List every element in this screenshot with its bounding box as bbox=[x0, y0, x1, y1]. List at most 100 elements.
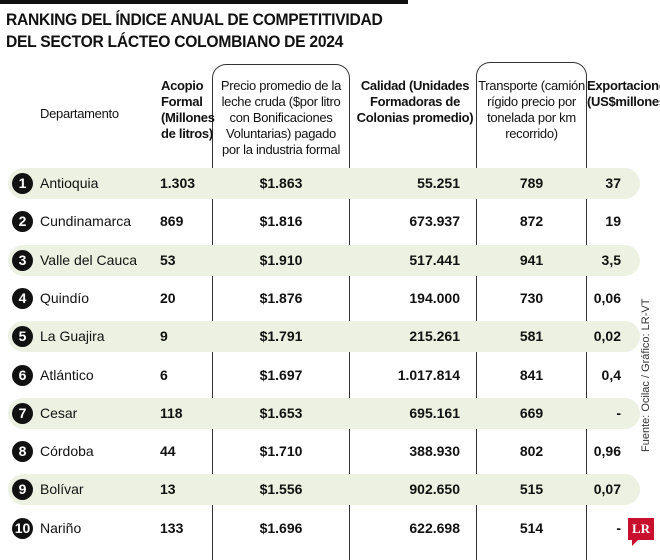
precio-cell: $1.710 bbox=[259, 443, 303, 460]
precio-cell: $1.863 bbox=[259, 175, 303, 191]
acopio-cell: 133 bbox=[160, 519, 184, 536]
exportaciones-cell: 0,07 bbox=[593, 481, 621, 498]
precio-cell: $1.816 bbox=[259, 213, 303, 230]
rank-badge: 9 bbox=[12, 479, 33, 501]
rank-badge: 2 bbox=[12, 211, 33, 233]
header-line: Voluntarias) pagado bbox=[226, 126, 336, 141]
table-row: 1 Antioquia 1.303 $1.863 55.251 789 37 bbox=[8, 168, 640, 199]
calidad-cell: 388.930 bbox=[409, 443, 460, 460]
calidad-cell: 695.161 bbox=[409, 404, 460, 421]
table-row: 5 La Guajira 9 $1.791 215.261 581 0,02 bbox=[8, 321, 640, 353]
departamento-cell: Cundinamarca bbox=[40, 213, 132, 230]
rank-badge: 5 bbox=[12, 326, 33, 348]
departamento-cell: Cesar bbox=[40, 404, 78, 421]
transporte-cell: 669 bbox=[519, 404, 544, 421]
header-line: recorrido) bbox=[505, 126, 558, 141]
calidad-cell: 1.017.814 bbox=[397, 366, 460, 383]
rank-badge: 3 bbox=[12, 249, 33, 271]
acopio-cell: 13 bbox=[160, 481, 176, 498]
header-line: de litros) bbox=[161, 126, 213, 141]
transporte-cell: 872 bbox=[519, 213, 544, 230]
title-rule bbox=[0, 0, 408, 4]
rank-badge: 8 bbox=[12, 441, 33, 463]
header-exportaciones: Exportaciones(US$millones) bbox=[587, 78, 660, 110]
transporte-cell: 941 bbox=[519, 251, 544, 268]
calidad-cell: 215.261 bbox=[409, 328, 460, 345]
title-line: RANKING DEL ÍNDICE ANUAL DE COMPETITIVID… bbox=[6, 10, 383, 29]
transporte-cell: 802 bbox=[519, 443, 544, 460]
header-line: Exportaciones bbox=[587, 78, 660, 93]
rank-badge: 10 bbox=[12, 517, 33, 539]
header-line: leche cruda ($por litro bbox=[221, 94, 341, 109]
header-line: tonelada por km bbox=[487, 110, 576, 125]
header-line: (Millones bbox=[161, 110, 215, 125]
exportaciones-cell: 19 bbox=[605, 213, 621, 230]
source-note: Fuente: Ocilac / Gráfico: LR-VT bbox=[640, 298, 652, 452]
header-line: con Bonificaciones bbox=[229, 110, 333, 125]
exportaciones-cell: 0,06 bbox=[593, 289, 621, 306]
calidad-cell: 902.650 bbox=[409, 481, 460, 498]
header-line: rígido precio por bbox=[487, 94, 576, 109]
calidad-cell: 673.937 bbox=[409, 213, 460, 230]
header-line: Calidad (Unidades bbox=[360, 78, 470, 93]
table-row: 6 Atlántico 6 $1.697 1.017.814 841 0,4 bbox=[8, 360, 640, 391]
precio-cell: $1.876 bbox=[259, 289, 303, 306]
precio-cell: $1.696 bbox=[259, 519, 303, 536]
transporte-cell: 841 bbox=[519, 366, 544, 383]
transporte-cell: 581 bbox=[519, 328, 544, 345]
header-line: por la industria formal bbox=[221, 142, 341, 157]
exportaciones-cell: 3,5 bbox=[601, 251, 621, 268]
header-line: (US$millones) bbox=[587, 94, 660, 109]
precio-cell: $1.791 bbox=[259, 328, 303, 345]
table-row: 2 Cundinamarca 869 $1.816 673.937 872 19 bbox=[8, 206, 640, 237]
exportaciones-cell: - bbox=[616, 404, 621, 421]
rank-badge: 1 bbox=[12, 173, 33, 194]
departamento-cell: Córdoba bbox=[40, 443, 94, 460]
calidad-cell: 622.698 bbox=[409, 519, 460, 536]
rank-badge: 4 bbox=[12, 287, 33, 309]
calidad-cell: 194.000 bbox=[409, 289, 460, 306]
acopio-cell: 6 bbox=[160, 366, 168, 383]
page-title: RANKING DEL ÍNDICE ANUAL DE COMPETITIVID… bbox=[6, 9, 383, 53]
transporte-column-box bbox=[476, 62, 587, 560]
header-departamento: Departamento bbox=[40, 106, 119, 121]
table-row: 10 Nariño 133 $1.696 622.698 514 - bbox=[8, 513, 640, 544]
departamento-cell: Atlántico bbox=[40, 366, 94, 383]
table-row: 4 Quindío 20 $1.876 194.000 730 0,06 bbox=[8, 283, 640, 314]
acopio-cell: 53 bbox=[160, 251, 176, 268]
rank-badge: 7 bbox=[12, 402, 33, 424]
acopio-cell: 1.303 bbox=[160, 175, 196, 191]
precio-column-box bbox=[212, 64, 350, 560]
transporte-cell: 515 bbox=[519, 481, 544, 498]
departamento-cell: Nariño bbox=[40, 519, 82, 536]
table-row: 8 Córdoba 44 $1.710 388.930 802 0,96 bbox=[8, 436, 640, 467]
departamento-cell: Bolívar bbox=[40, 481, 84, 498]
title-line: DEL SECTOR LÁCTEO COLOMBIANO DE 2024 bbox=[6, 32, 344, 51]
header-line: Formadoras de bbox=[369, 94, 460, 109]
departamento-cell: Quindío bbox=[40, 289, 90, 306]
header-calidad: Calidad (Unidades Formadoras de Colonias p… bbox=[356, 78, 474, 126]
transporte-cell: 514 bbox=[519, 519, 544, 536]
header-precio: Precio promedio de la leche cruda ($por l… bbox=[212, 78, 350, 158]
departamento-cell: La Guajira bbox=[40, 328, 105, 345]
departamento-cell: Valle del Cauca bbox=[40, 251, 138, 268]
calidad-cell: 55.251 bbox=[417, 175, 460, 191]
header-line: Formal bbox=[161, 94, 203, 109]
header-acopio: Acopio Formal (Millones de litros) bbox=[161, 78, 215, 142]
acopio-cell: 20 bbox=[160, 289, 176, 306]
header-line: Transporte (camión bbox=[478, 78, 585, 93]
header-line: Colonias promedio) bbox=[356, 110, 474, 125]
acopio-cell: 869 bbox=[160, 213, 184, 230]
exportaciones-cell: 0,96 bbox=[593, 443, 621, 460]
table-row: 9 Bolívar 13 $1.556 902.650 515 0,07 bbox=[8, 474, 640, 506]
transporte-cell: 730 bbox=[519, 289, 544, 306]
lr-logo: LR bbox=[628, 518, 654, 546]
departamento-cell: Antioquia bbox=[40, 175, 99, 191]
transporte-cell: 789 bbox=[519, 175, 544, 191]
calidad-cell: 517.441 bbox=[409, 251, 460, 268]
header-line: Precio promedio de la bbox=[220, 78, 342, 93]
exportaciones-cell: 0,02 bbox=[593, 328, 621, 345]
acopio-cell: 118 bbox=[160, 404, 183, 421]
precio-cell: $1.697 bbox=[259, 366, 303, 383]
exportaciones-cell: 0,4 bbox=[601, 366, 621, 383]
